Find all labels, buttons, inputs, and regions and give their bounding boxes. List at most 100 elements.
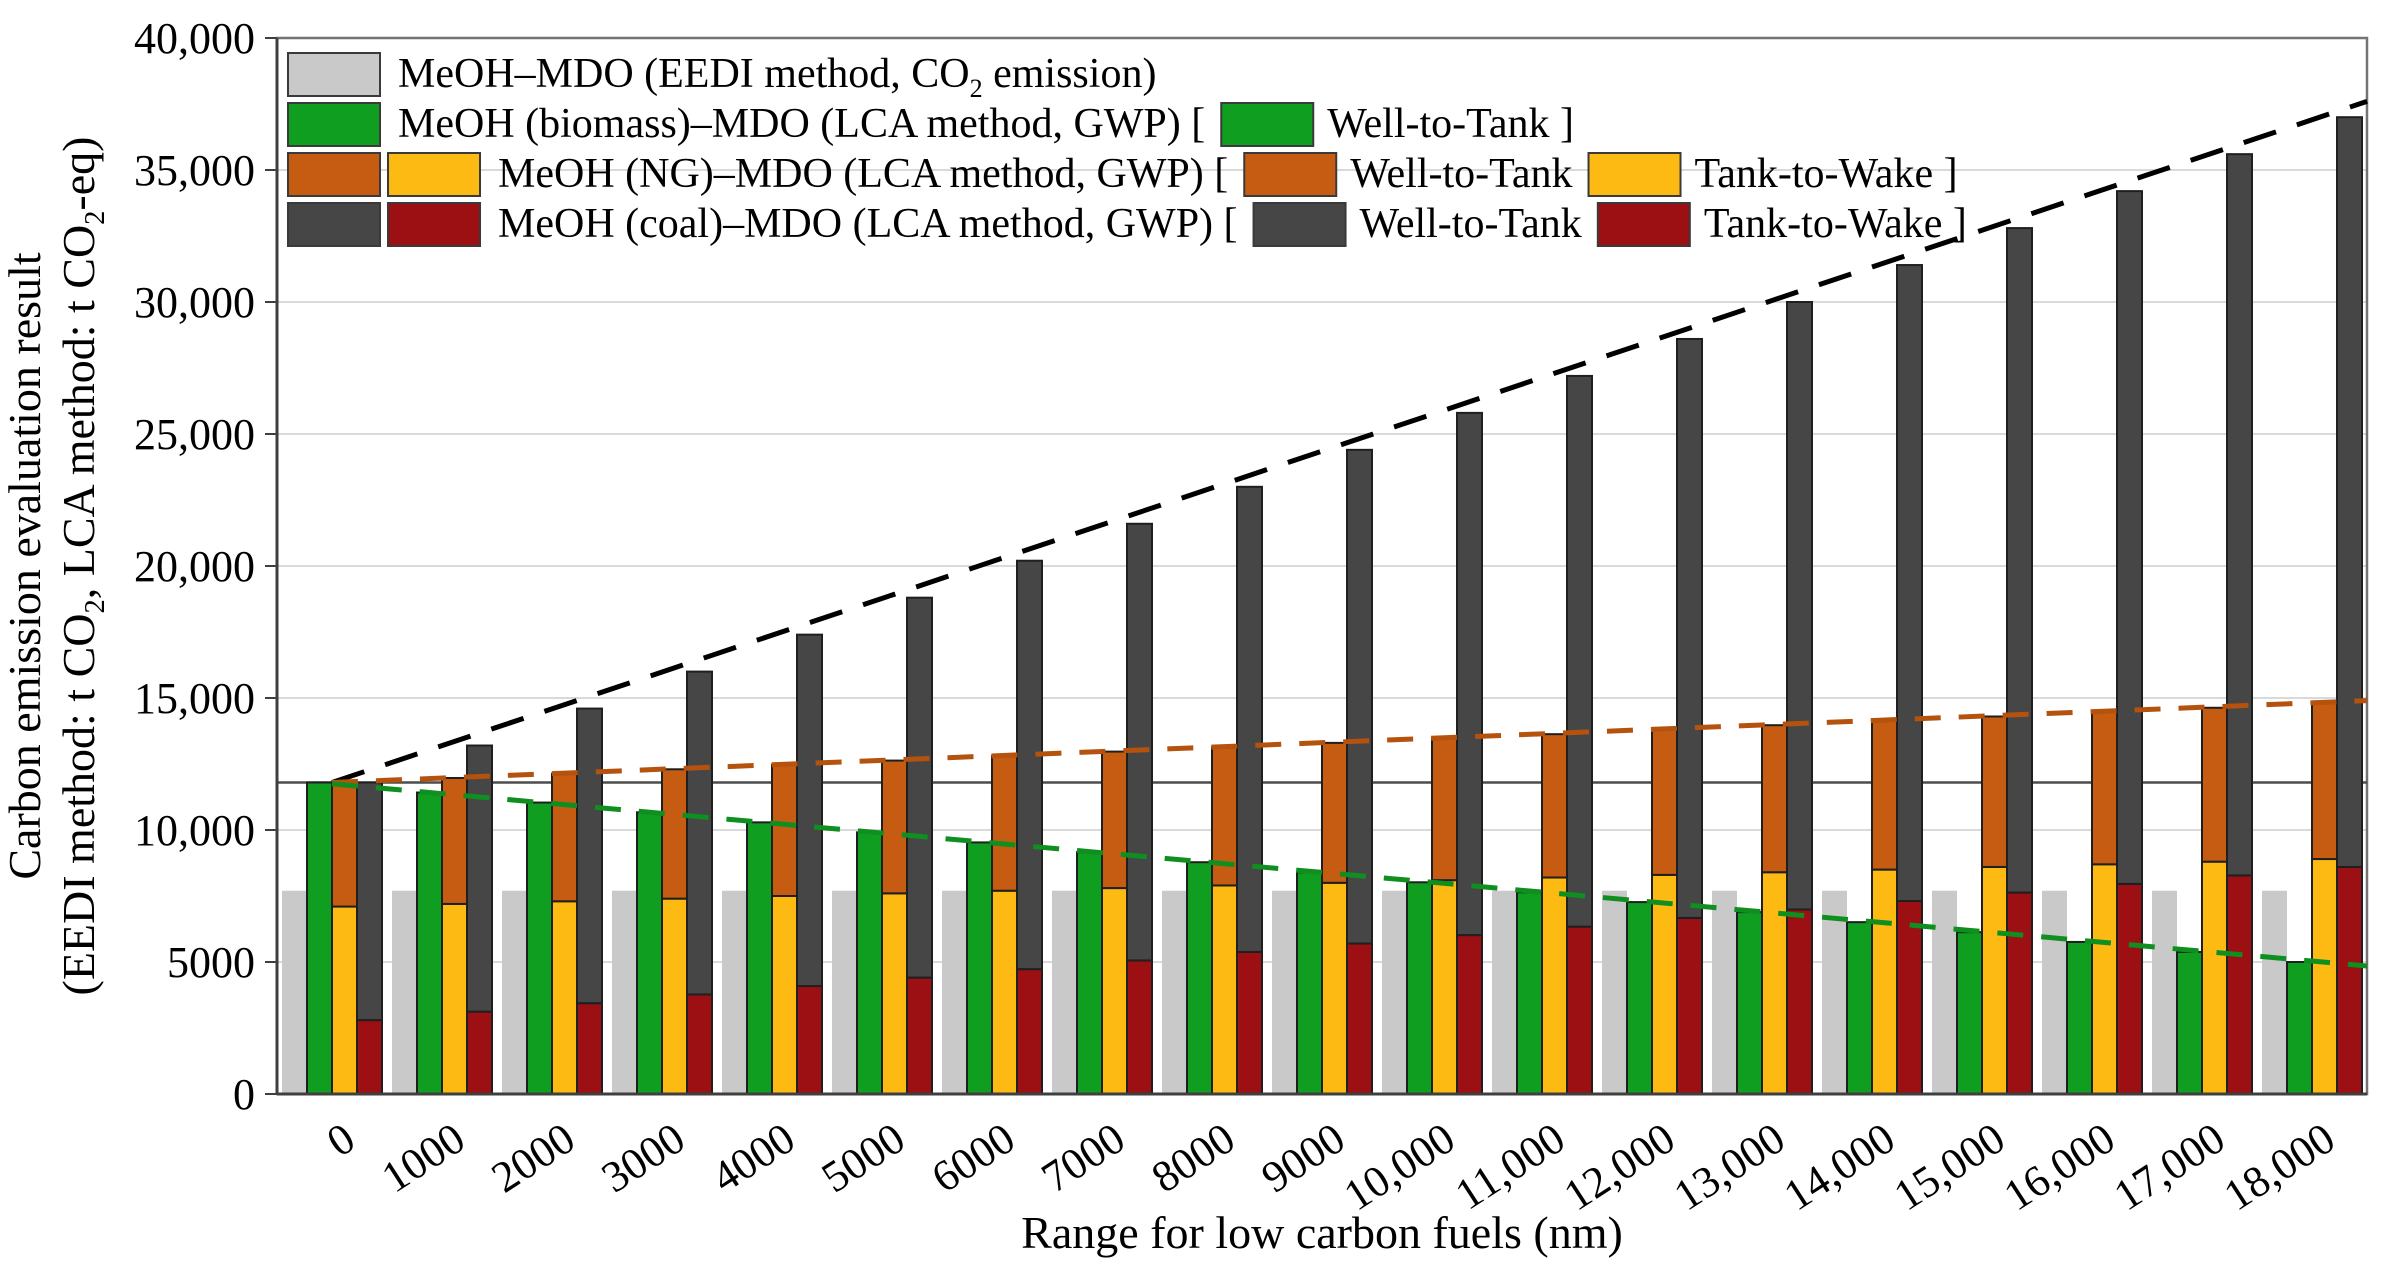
bar-ng_ttw-0 [331, 905, 358, 1095]
bar-coal_wtt-11000 [1566, 374, 1593, 928]
bar-biomass_wtt-3000 [636, 811, 663, 1095]
y-tick-label: 15,000 [134, 674, 255, 723]
bar-eedi-17000 [2152, 890, 2177, 1094]
x-tick-label: 7000 [1033, 1113, 1133, 1202]
y-tick-label: 35,000 [134, 146, 255, 195]
y-tick-label: 40,000 [134, 14, 255, 63]
bar-ng_ttw-9000 [1321, 881, 1348, 1095]
bar-eedi-10000 [1382, 890, 1407, 1094]
bar-eedi-13000 [1712, 890, 1737, 1094]
bar-ng_wtt-13000 [1761, 724, 1788, 874]
bar-ng_wtt-15000 [1981, 715, 2008, 868]
legend-label: Tank-to-Wake ] [1695, 151, 1958, 197]
bar-ng_ttw-5000 [881, 892, 908, 1095]
bar-ng_wtt-4000 [771, 763, 798, 897]
bar-ng_wtt-17000 [2201, 706, 2228, 863]
bar-biomass_wtt-17000 [2176, 950, 2203, 1096]
legend-label: MeOH–MDO (EEDI method, CO2 emission) [398, 51, 1156, 103]
bar-biomass_wtt-15000 [1956, 931, 1983, 1096]
x-tick-label: 5000 [813, 1113, 913, 1202]
bar-coal_wtt-7000 [1126, 522, 1153, 962]
bar-coal_wtt-10000 [1456, 411, 1483, 937]
bar-coal_ttw-15000 [2006, 891, 2033, 1095]
bar-coal_ttw-9000 [1346, 942, 1373, 1096]
legend-swatch [287, 102, 381, 147]
y-tick-label: 20,000 [134, 542, 255, 591]
bar-eedi-5000 [832, 890, 857, 1094]
bar-coal_wtt-2000 [576, 707, 603, 1005]
bar-ng_ttw-10000 [1431, 879, 1458, 1095]
bar-ng_ttw-11000 [1541, 876, 1568, 1096]
y-axis-title-line1: Carbon emission evaluation result [0, 252, 50, 879]
legend-label: Well-to-Tank ] [1327, 101, 1574, 147]
bar-biomass_wtt-12000 [1626, 901, 1653, 1096]
x-tick-label: 14,000 [1775, 1113, 1903, 1220]
legend-swatch [387, 152, 481, 197]
legend-swatch-inline [1587, 152, 1682, 197]
bar-eedi-15000 [1932, 890, 1957, 1094]
bar-coal_wtt-16000 [2116, 190, 2143, 885]
bar-biomass_wtt-1000 [416, 791, 443, 1096]
bar-ng_wtt-1000 [441, 776, 468, 905]
legend-label: Well-to-Tank [1350, 151, 1572, 197]
bar-coal_ttw-5000 [906, 976, 933, 1095]
bar-eedi-11000 [1492, 890, 1517, 1094]
bar-ng_ttw-14000 [1871, 868, 1898, 1095]
legend-swatch [387, 202, 481, 247]
bar-coal_wtt-9000 [1346, 448, 1373, 945]
bar-coal_ttw-17000 [2226, 874, 2253, 1096]
bar-eedi-9000 [1272, 890, 1297, 1094]
x-tick-label: 10,000 [1335, 1113, 1463, 1220]
bar-ng_wtt-18000 [2311, 702, 2338, 861]
y-axis-title-line2: (EEDI method: t CO2, LCA method: t CO2-e… [53, 137, 111, 996]
x-tick-label: 2000 [483, 1113, 583, 1202]
bar-biomass_wtt-18000 [2286, 961, 2313, 1095]
bar-eedi-0 [282, 890, 307, 1094]
bar-biomass_wtt-4000 [746, 821, 773, 1095]
x-axis-title: Range for low carbon fuels (nm) [1021, 1207, 1623, 1258]
coal-trend [331, 98, 2368, 785]
bar-biomass_wtt-7000 [1076, 851, 1103, 1096]
bar-eedi-6000 [942, 890, 967, 1094]
bar-biomass_wtt-5000 [856, 831, 883, 1095]
bar-ng_wtt-12000 [1651, 728, 1678, 876]
bar-biomass_wtt-10000 [1406, 881, 1433, 1095]
bar-ng_wtt-3000 [661, 768, 688, 900]
bar-coal_wtt-12000 [1676, 337, 1703, 919]
bar-eedi-12000 [1602, 890, 1627, 1094]
x-tick-label: 18,000 [2215, 1113, 2343, 1220]
legend-label: MeOH (coal)–MDO (LCA method, GWP) [ [498, 201, 1238, 247]
x-tick-label: 12,000 [1555, 1113, 1683, 1220]
bar-ng_ttw-1000 [441, 902, 468, 1095]
y-tick-label: 30,000 [134, 278, 255, 327]
legend-swatch-inline [1220, 102, 1315, 147]
bar-biomass_wtt-8000 [1186, 861, 1213, 1096]
bar-ng_ttw-13000 [1761, 871, 1788, 1095]
bar-ng_wtt-11000 [1541, 733, 1568, 879]
bar-coal_wtt-5000 [906, 596, 933, 979]
bar-coal_wtt-1000 [466, 744, 493, 1013]
bar-eedi-14000 [1822, 890, 1847, 1094]
legend-swatch-inline [1596, 202, 1691, 247]
bar-ng_wtt-14000 [1871, 719, 1898, 871]
x-tick-label: 11,000 [1447, 1113, 1574, 1219]
bar-coal_ttw-3000 [686, 993, 713, 1095]
bar-ng_wtt-9000 [1321, 741, 1348, 884]
x-tick-label: 6000 [923, 1113, 1023, 1202]
bar-coal_wtt-14000 [1896, 264, 1923, 903]
biomass-trend [331, 781, 2368, 969]
bar-ng_ttw-15000 [1981, 865, 2008, 1096]
bar-ng_wtt-2000 [551, 772, 578, 903]
bar-ng_ttw-3000 [661, 897, 688, 1096]
legend-label: Tank-to-Wake ] [1704, 201, 1967, 247]
legend-label: Well-to-Tank [1360, 201, 1582, 247]
bars-layer [282, 116, 2363, 1096]
bar-coal_ttw-10000 [1456, 934, 1483, 1096]
bar-coal_wtt-3000 [686, 670, 713, 996]
bar-coal_ttw-13000 [1786, 908, 1813, 1095]
bar-ng_ttw-17000 [2201, 860, 2228, 1095]
bar-coal_ttw-7000 [1126, 959, 1153, 1096]
x-tick-label: 1000 [373, 1113, 473, 1202]
bar-coal_wtt-6000 [1016, 559, 1043, 971]
